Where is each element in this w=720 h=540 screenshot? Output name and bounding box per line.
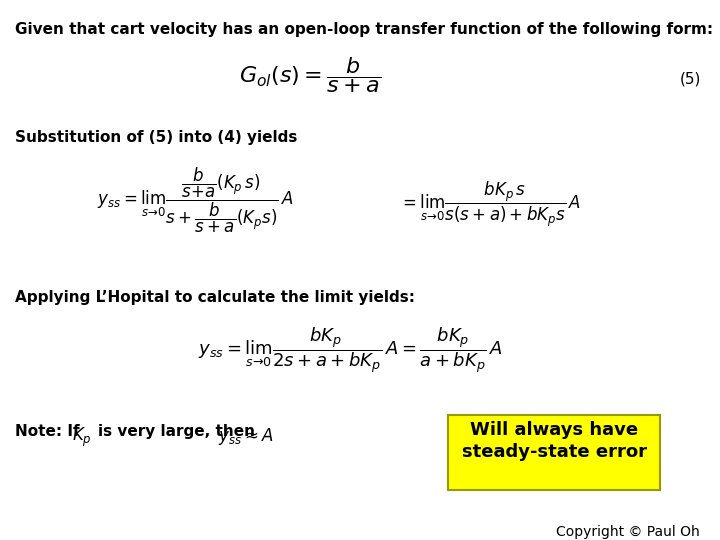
Text: $G_{ol}(s) = \dfrac{b}{s+a}$: $G_{ol}(s) = \dfrac{b}{s+a}$ <box>239 55 382 95</box>
Text: $= \lim_{s \to 0}\dfrac{bK_p s}{s(s+a)+bK_p s}\,A$: $= \lim_{s \to 0}\dfrac{bK_p s}{s(s+a)+b… <box>399 180 581 229</box>
Text: steady-state error: steady-state error <box>462 443 647 461</box>
Text: (5): (5) <box>680 72 701 87</box>
Text: $K_p$: $K_p$ <box>72 426 91 449</box>
Text: $y_{ss} = \lim_{s \to 0}\dfrac{\dfrac{b}{s+a}(K_p s)}{s + \dfrac{b}{s+a}(K_p s)}: $y_{ss} = \lim_{s \to 0}\dfrac{\dfrac{b}… <box>96 165 293 234</box>
Text: Substitution of (5) into (4) yields: Substitution of (5) into (4) yields <box>15 130 297 145</box>
Text: $y_{ss} = \lim_{s \to 0}\dfrac{bK_p}{2s+a+bK_p}\,A = \dfrac{bK_p}{a+bK_p}\,A$: $y_{ss} = \lim_{s \to 0}\dfrac{bK_p}{2s+… <box>197 325 503 375</box>
Text: $y_{ss} \approx A$: $y_{ss} \approx A$ <box>218 426 274 447</box>
Text: is very large, then: is very large, then <box>98 424 255 439</box>
Text: Will always have: Will always have <box>470 422 638 440</box>
Text: Given that cart velocity has an open-loop transfer function of the following for: Given that cart velocity has an open-loo… <box>15 22 713 37</box>
Text: Applying L’Hopital to calculate the limit yields:: Applying L’Hopital to calculate the limi… <box>15 290 415 305</box>
Text: Note: If: Note: If <box>15 424 80 439</box>
Text: Copyright © Paul Oh: Copyright © Paul Oh <box>557 525 700 539</box>
FancyBboxPatch shape <box>448 415 660 490</box>
